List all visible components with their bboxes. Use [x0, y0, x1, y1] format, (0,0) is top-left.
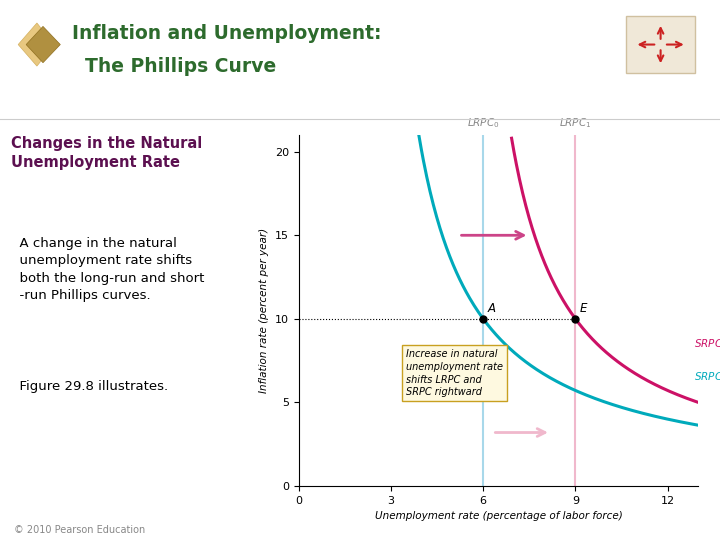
- Text: A change in the natural
  unemployment rate shifts
  both the long-run and short: A change in the natural unemployment rat…: [12, 237, 204, 302]
- Polygon shape: [18, 23, 54, 66]
- Text: Inflation and Unemployment:: Inflation and Unemployment:: [72, 24, 382, 43]
- Text: $LRPC_0$: $LRPC_0$: [467, 117, 500, 131]
- Text: $LRPC_1$: $LRPC_1$: [559, 117, 592, 131]
- Text: E: E: [580, 302, 588, 315]
- Text: A: A: [488, 302, 496, 315]
- Text: The Phillips Curve: The Phillips Curve: [72, 57, 276, 76]
- X-axis label: Unemployment rate (percentage of labor force): Unemployment rate (percentage of labor f…: [374, 511, 623, 521]
- Y-axis label: Inflation rate (percent per year): Inflation rate (percent per year): [259, 228, 269, 393]
- Text: Changes in the Natural
Unemployment Rate: Changes in the Natural Unemployment Rate: [12, 136, 202, 170]
- Text: Figure 29.8 illustrates.: Figure 29.8 illustrates.: [12, 380, 168, 393]
- Polygon shape: [26, 26, 60, 63]
- Text: $SRPC_0$: $SRPC_0$: [694, 370, 720, 384]
- Text: Increase in natural
unemployment rate
shifts LRPC and
SRPC rightward: Increase in natural unemployment rate sh…: [406, 349, 503, 397]
- Text: $SRPC_1$: $SRPC_1$: [694, 337, 720, 351]
- FancyBboxPatch shape: [626, 16, 695, 73]
- Text: © 2010 Pearson Education: © 2010 Pearson Education: [14, 524, 145, 535]
